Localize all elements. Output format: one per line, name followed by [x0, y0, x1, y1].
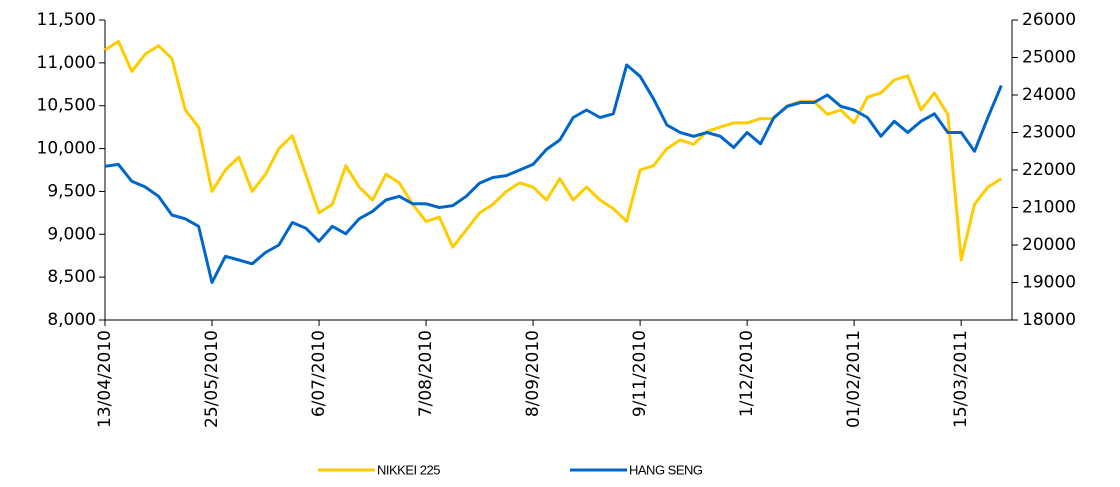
x-tick-label: 1/12/2010 [737, 330, 757, 417]
y-tick-label: 11,500 [37, 10, 96, 30]
x-tick-label: 8/09/2010 [523, 330, 543, 417]
y2-tick-label: 18000 [1022, 310, 1076, 330]
series-line [104, 39, 1003, 262]
y2-tick-label: 20000 [1022, 235, 1076, 255]
y-tick-label: 9,500 [47, 181, 96, 201]
x-tick-label: 15/03/2011 [951, 330, 971, 428]
y2-tick-label: 23000 [1022, 123, 1076, 143]
legend-label: NIKKEI 225 [377, 462, 440, 477]
y-tick-label: 10,000 [37, 139, 96, 159]
y-tick-label: 9,000 [47, 224, 96, 244]
y2-tick-label: 19000 [1022, 273, 1076, 293]
series-line [104, 63, 1003, 284]
x-tick-label: 13/04/2010 [95, 330, 115, 428]
y2-tick-label: 22000 [1022, 160, 1076, 180]
y2-tick-label: 25000 [1022, 48, 1076, 68]
legend-label: HANG SENG [629, 462, 703, 477]
y2-tick-label: 26000 [1022, 10, 1076, 30]
x-tick-label: 6/07/2010 [309, 330, 329, 417]
y-tick-label: 8,500 [47, 267, 96, 287]
x-tick-label: 7/08/2010 [416, 330, 436, 417]
x-tick-label: 25/05/2010 [202, 330, 222, 428]
y-tick-label: 8,000 [47, 310, 96, 330]
y2-tick-label: 24000 [1022, 85, 1076, 105]
y-tick-label: 11,000 [37, 53, 96, 73]
y-tick-label: 10,500 [37, 96, 96, 116]
x-tick-label: 9/11/2010 [630, 330, 650, 417]
y2-tick-label: 21000 [1022, 198, 1076, 218]
x-tick-label: 01/02/2011 [844, 330, 864, 428]
